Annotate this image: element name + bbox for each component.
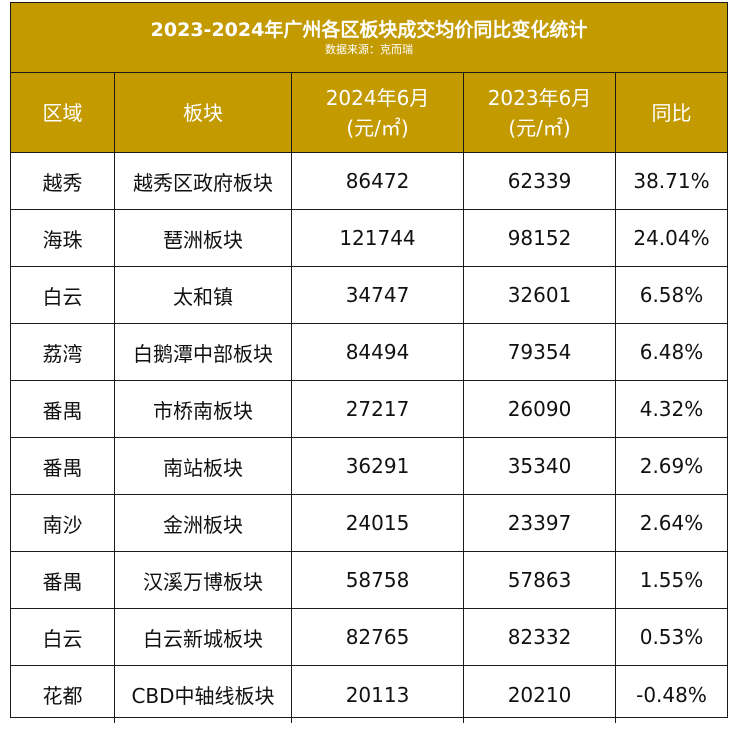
cell-price-2024: 36291: [292, 438, 464, 495]
cell-district: 荔湾: [11, 324, 115, 381]
cell-yoy: 24.04%: [616, 210, 727, 267]
cell-price-2024: 58758: [292, 552, 464, 609]
cell-block: 越秀区政府板块: [115, 153, 292, 210]
cell-district: 南沙: [11, 495, 115, 552]
cell-yoy: 0.53%: [616, 609, 727, 666]
header-price-2023-unit: (元/㎡): [508, 115, 571, 140]
cell-price-2023: 32601: [464, 267, 616, 324]
cell-price-2024: 34747: [292, 267, 464, 324]
cell-yoy: 38.71%: [616, 153, 727, 210]
cell-price-2024: 82765: [292, 609, 464, 666]
cell-district: 番禺: [11, 381, 115, 438]
cell-block: 南站板块: [115, 438, 292, 495]
cell-price-2024: 24015: [292, 495, 464, 552]
cell-block: 白云新城板块: [115, 609, 292, 666]
header-price-2024: 2024年6月 (元/㎡): [292, 73, 464, 153]
cell-block: 白鹅潭中部板块: [115, 324, 292, 381]
cell-price-2023: 26090: [464, 381, 616, 438]
header-district: 区域: [11, 73, 115, 153]
price-table: 2023-2024年广州各区板块成交均价同比变化统计 数据来源：克而瑞 区域 板…: [10, 2, 728, 723]
table-title: 2023-2024年广州各区板块成交均价同比变化统计: [150, 18, 588, 41]
header-price-2023: 2023年6月 (元/㎡): [464, 73, 616, 153]
cell-price-2023: 79354: [464, 324, 616, 381]
cell-block: 太和镇: [115, 267, 292, 324]
cell-price-2023: 62339: [464, 153, 616, 210]
cell-price-2023: 20210: [464, 666, 616, 723]
cell-yoy: 4.32%: [616, 381, 727, 438]
cell-price-2024: 121744: [292, 210, 464, 267]
header-district-label: 区域: [42, 100, 83, 125]
header-block-label: 板块: [183, 100, 223, 125]
cell-yoy: -0.48%: [636, 682, 707, 707]
table-title-bar: 2023-2024年广州各区板块成交均价同比变化统计 数据来源：克而瑞: [11, 3, 727, 73]
cell-price-2023: 82332: [464, 609, 616, 666]
header-price-2024-label: 2024年6月: [325, 85, 430, 110]
cell-price-2023: 98152: [464, 210, 616, 267]
cell-price-2023: 35340: [464, 438, 616, 495]
cell-price-2024: 27217: [292, 381, 464, 438]
cell-yoy: 2.69%: [616, 438, 727, 495]
cell-block: 市桥南板块: [115, 381, 292, 438]
cell-district: 番禺: [11, 438, 115, 495]
header-price-2024-unit: (元/㎡): [346, 115, 409, 140]
header-yoy: 同比: [616, 73, 727, 153]
cell-block: 金洲板块: [115, 495, 292, 552]
cell-district: 越秀: [11, 153, 115, 210]
cell-district: 海珠: [11, 210, 115, 267]
cell-district: 白云: [11, 609, 115, 666]
cell-district: 白云: [11, 267, 115, 324]
data-source: 数据来源：克而瑞: [325, 42, 413, 56]
cell-price-2023: 57863: [464, 552, 616, 609]
header-price-2023-label: 2023年6月: [487, 85, 592, 110]
cell-block: CBD中轴线板块: [115, 666, 292, 723]
cell-block: 琶洲板块: [115, 210, 292, 267]
cell-yoy: 1.55%: [616, 552, 727, 609]
cell-yoy: 6.58%: [616, 267, 727, 324]
cell-price-2023: 23397: [464, 495, 616, 552]
cell-price-2024: 20113: [292, 666, 464, 723]
header-block: 板块: [115, 73, 292, 153]
cell-block: 汉溪万博板块: [115, 552, 292, 609]
cell-yoy: 2.64%: [616, 495, 727, 552]
cell-price-2024: 86472: [292, 153, 464, 210]
header-yoy-label: 同比: [651, 100, 692, 125]
cell-district: 番禺: [11, 552, 115, 609]
cell-yoy: 6.48%: [616, 324, 727, 381]
cell-district: 花都: [11, 666, 115, 723]
cell-price-2024: 84494: [292, 324, 464, 381]
